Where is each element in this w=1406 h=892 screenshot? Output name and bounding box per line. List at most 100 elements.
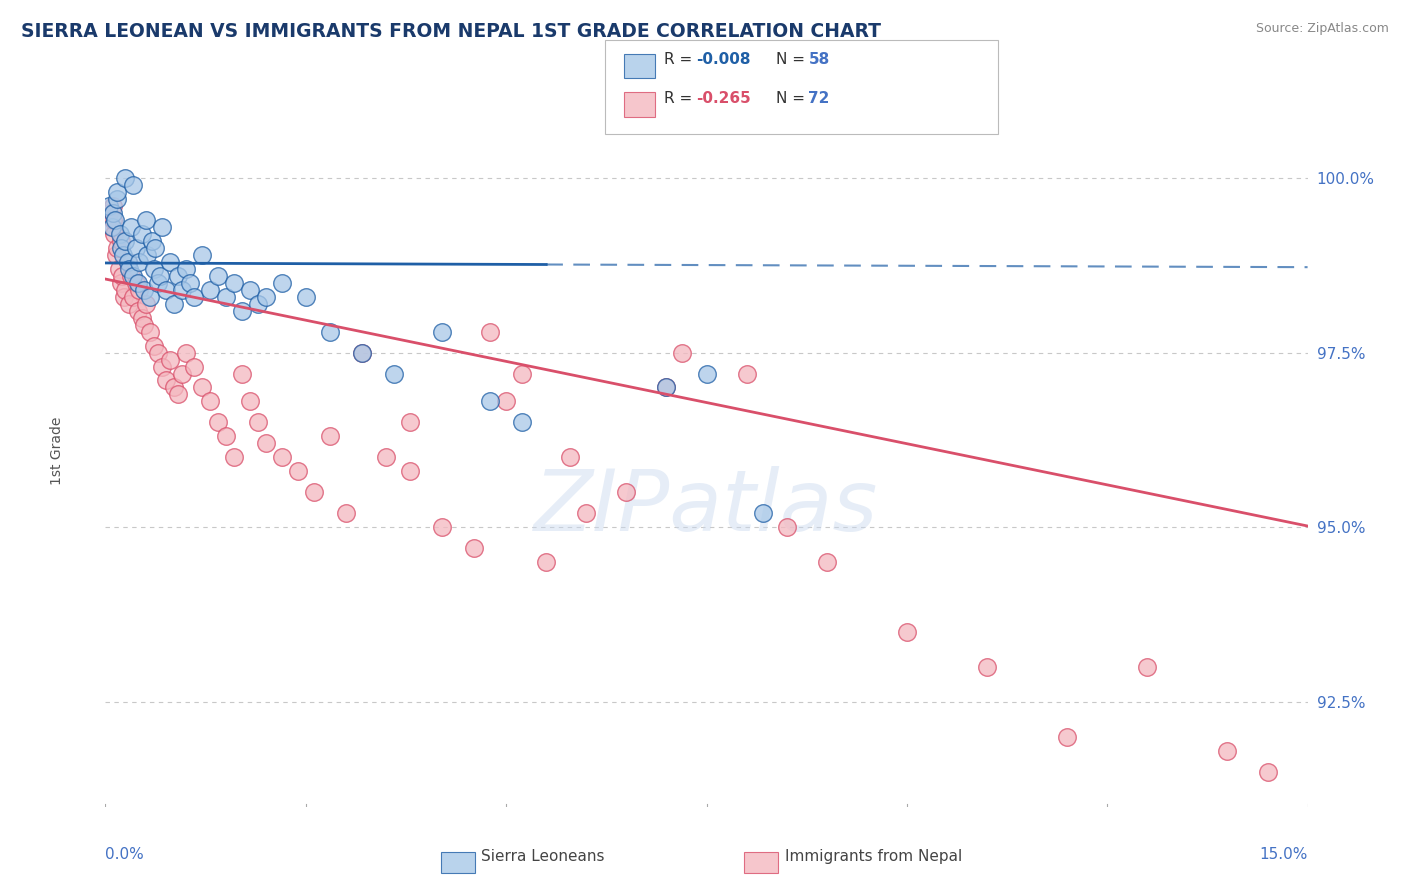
Point (122, 289, 145, 303)
Point (335, 507, 357, 521)
Text: ZIPatlas: ZIPatlas (534, 466, 879, 549)
Point (302, 485, 325, 500)
Point (107, 241, 129, 255)
Point (430, 325, 453, 339)
Point (751, 507, 773, 521)
Point (174, 261, 197, 276)
Point (510, 416, 533, 430)
Point (146, 276, 169, 290)
Point (141, 234, 163, 248)
Point (183, 359, 205, 374)
Point (110, 276, 132, 290)
Text: -0.265: -0.265 (696, 91, 751, 106)
Point (239, 394, 262, 409)
Point (127, 276, 149, 290)
Point (103, 205, 125, 219)
Point (1216, 744, 1239, 758)
Point (214, 289, 236, 303)
Point (222, 276, 245, 290)
Text: 72: 72 (808, 91, 830, 106)
Point (103, 227, 125, 241)
Point (170, 367, 193, 381)
Point (101, 219, 124, 234)
Point (319, 325, 342, 339)
Point (122, 178, 145, 192)
Point (976, 660, 998, 674)
Point (135, 296, 157, 310)
Point (319, 429, 342, 443)
Point (190, 247, 212, 261)
Point (131, 227, 153, 241)
Point (150, 219, 173, 234)
Point (111, 268, 134, 283)
Point (118, 261, 141, 276)
Point (463, 541, 485, 556)
Point (128, 254, 150, 268)
Point (98, 205, 121, 219)
Point (103, 212, 125, 227)
Point (125, 276, 148, 290)
Point (138, 289, 160, 303)
Point (110, 241, 132, 255)
Point (135, 212, 157, 227)
Point (270, 276, 292, 290)
Point (350, 345, 373, 359)
Point (138, 325, 160, 339)
Point (295, 289, 318, 303)
Point (560, 450, 582, 465)
Point (1257, 765, 1279, 780)
Point (896, 625, 918, 640)
Point (655, 380, 678, 394)
Point (287, 465, 309, 479)
Point (254, 436, 277, 450)
Point (166, 268, 188, 283)
Point (110, 234, 132, 248)
Point (575, 507, 598, 521)
Point (104, 247, 127, 261)
Point (112, 289, 135, 303)
Point (104, 212, 127, 227)
Point (114, 283, 136, 297)
Text: N =: N = (776, 52, 810, 67)
Point (246, 296, 269, 310)
Point (350, 345, 373, 359)
Point (1056, 731, 1078, 745)
Point (112, 247, 135, 261)
Text: R =: R = (664, 52, 697, 67)
Point (143, 241, 166, 255)
Point (166, 387, 188, 401)
Point (142, 261, 165, 276)
Text: 1st Grade: 1st Grade (51, 417, 65, 484)
Point (270, 450, 292, 465)
Text: SIERRA LEONEAN VS IMMIGRANTS FROM NEPAL 1ST GRADE CORRELATION CHART: SIERRA LEONEAN VS IMMIGRANTS FROM NEPAL … (21, 22, 882, 41)
Text: Sierra Leoneans: Sierra Leoneans (481, 849, 605, 863)
Point (114, 234, 136, 248)
Text: Immigrants from Nepal: Immigrants from Nepal (785, 849, 962, 863)
Point (207, 268, 229, 283)
Point (479, 394, 502, 409)
Point (122, 268, 145, 283)
Point (149, 268, 172, 283)
Point (696, 367, 718, 381)
Point (399, 416, 422, 430)
Point (120, 268, 142, 283)
Point (108, 261, 131, 276)
Point (430, 520, 453, 534)
Text: -0.008: -0.008 (696, 52, 751, 67)
Point (117, 254, 139, 268)
Point (132, 318, 155, 332)
Point (534, 555, 557, 569)
Point (108, 227, 131, 241)
Point (125, 241, 148, 255)
Point (162, 296, 184, 310)
Point (655, 380, 678, 394)
Point (170, 283, 193, 297)
Point (183, 289, 205, 303)
Point (382, 367, 405, 381)
Point (174, 345, 197, 359)
Point (179, 276, 201, 290)
Point (114, 170, 136, 185)
Point (128, 283, 150, 297)
Text: 58: 58 (808, 52, 830, 67)
Point (117, 254, 139, 268)
